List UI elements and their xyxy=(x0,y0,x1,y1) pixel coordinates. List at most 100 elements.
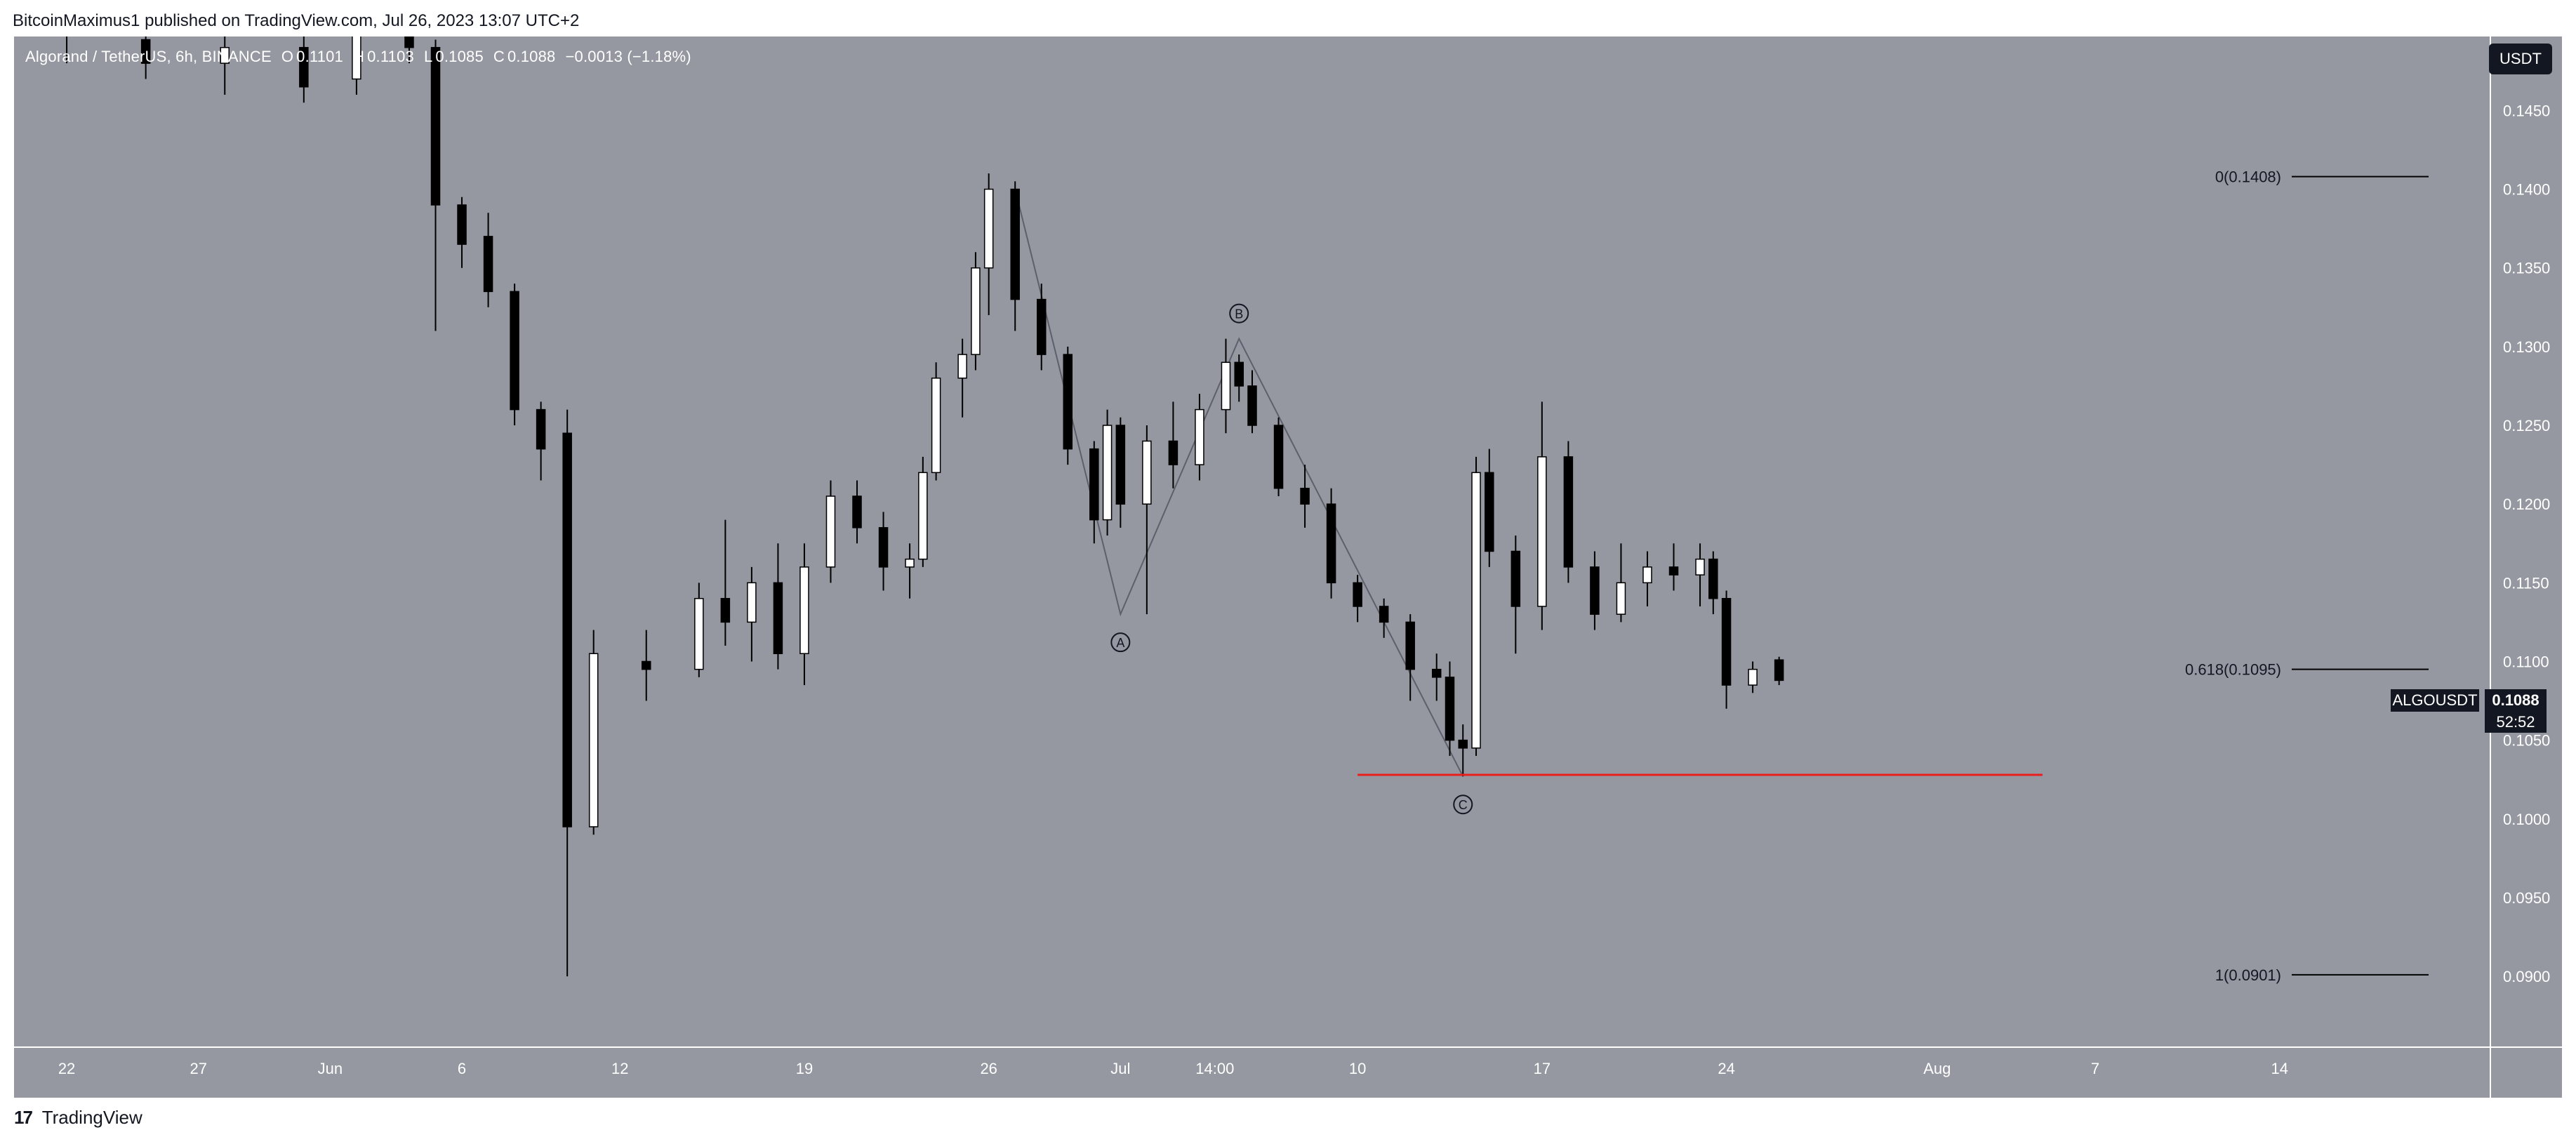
wave-label-text: A xyxy=(1116,636,1124,650)
chart-frame[interactable]: 0.1450 0.1400 0.1350 0.1300 0.1250 0.1200 0.11… xyxy=(14,36,2562,1098)
candle-body xyxy=(1195,408,1204,465)
candle xyxy=(588,630,599,835)
candle-body xyxy=(694,597,704,670)
candle xyxy=(1590,551,1600,630)
candle-body xyxy=(1273,425,1284,489)
candle-body xyxy=(1708,558,1718,599)
y-tick-label: 0.1200 xyxy=(2503,496,2550,513)
fib-level: 1(0.0901) xyxy=(2215,966,2429,984)
candle-body xyxy=(1063,354,1073,450)
wave-label-circle xyxy=(1229,303,1249,324)
candle xyxy=(1563,441,1574,583)
fib-label: 0(0.1408) xyxy=(2215,168,2281,186)
open-label: O xyxy=(281,48,294,65)
candle xyxy=(983,173,994,316)
x-tick-label: Aug xyxy=(1923,1060,1951,1077)
candle xyxy=(1511,536,1521,654)
candle-body xyxy=(747,582,757,623)
candle xyxy=(1668,543,1679,591)
candle xyxy=(536,401,546,481)
x-tick-label: 14:00 xyxy=(1195,1060,1234,1077)
candle xyxy=(510,284,519,426)
candle xyxy=(1115,417,1126,528)
y-tick-label: 0.0900 xyxy=(2503,968,2550,985)
price-tag-value: 0.1088 xyxy=(2485,689,2547,712)
symbol-name: Algorand / TetherUS, 6h, BINANCE xyxy=(25,48,272,65)
candle-body xyxy=(404,36,414,48)
x-tick-label: 6 xyxy=(458,1060,466,1077)
y-tick-label: 0.1400 xyxy=(2503,181,2550,199)
candle-body xyxy=(457,204,467,245)
candle-body xyxy=(1221,361,1231,411)
candle xyxy=(1379,598,1389,638)
tradingview-logo-icon[interactable]: 17 xyxy=(14,1107,33,1128)
candle xyxy=(1063,346,1073,465)
candle xyxy=(694,583,704,677)
candle xyxy=(1485,448,1494,567)
candle xyxy=(747,566,757,662)
candle xyxy=(1326,488,1336,599)
candle-body xyxy=(1642,566,1652,584)
high-value: 0.1103 xyxy=(367,48,414,65)
candle xyxy=(1405,614,1415,701)
candle-body xyxy=(971,267,981,355)
candle-body xyxy=(220,46,230,64)
fib-label: 1(0.0901) xyxy=(2215,966,2281,984)
wave-label-text: B xyxy=(1235,307,1243,321)
candle xyxy=(1616,543,1626,623)
candle xyxy=(1431,653,1442,701)
change-value: −0.0013 (−1.18%) xyxy=(565,48,691,65)
candle-body xyxy=(773,582,783,655)
x-tick-label: 12 xyxy=(611,1060,628,1077)
candle-body xyxy=(931,377,941,474)
candle xyxy=(1036,284,1047,371)
y-tick-label: 0.1150 xyxy=(2503,574,2549,592)
candle-body xyxy=(430,46,441,206)
close-value: 0.1088 xyxy=(507,48,556,65)
candle-body xyxy=(1142,440,1152,505)
candle-body xyxy=(510,291,519,411)
candle xyxy=(957,338,967,418)
tradingview-brand[interactable]: TradingView xyxy=(41,1107,142,1128)
candle-body xyxy=(140,39,151,64)
symbol-legend[interactable]: Algorand / TetherUS, 6h, BINANCE O 0.1101 H… xyxy=(25,48,691,66)
x-tick-label: 22 xyxy=(58,1060,75,1077)
x-tick-label: 24 xyxy=(1718,1060,1734,1077)
candle xyxy=(1458,724,1468,777)
candle-body xyxy=(1431,668,1442,678)
candle-body xyxy=(918,472,928,560)
candle xyxy=(1247,370,1257,434)
open-value: 0.1101 xyxy=(296,48,343,65)
candlestick-chart[interactable]: 0.1450 0.1400 0.1350 0.1300 0.1250 0.1200 0.11… xyxy=(14,36,2562,1098)
candle-body xyxy=(1748,668,1758,686)
candle-body xyxy=(1471,472,1481,749)
candle xyxy=(852,480,862,544)
candle xyxy=(1102,409,1113,536)
wave-label-text: C xyxy=(1459,798,1468,812)
candle xyxy=(140,36,151,79)
candle-body xyxy=(1511,550,1521,607)
candle-body xyxy=(1353,582,1362,607)
candle-body xyxy=(1445,677,1455,741)
candle xyxy=(1273,417,1284,496)
low-label: L xyxy=(423,48,433,65)
low-value: 0.1085 xyxy=(435,48,484,65)
publisher-caption: BitcoinMaximus1 published on TradingView… xyxy=(0,0,2576,36)
candle-body xyxy=(1010,188,1020,300)
footer-bar: 17 TradingView xyxy=(0,1098,2576,1137)
y-tick-label: 0.1100 xyxy=(2503,653,2549,670)
candle-body xyxy=(1326,503,1336,584)
x-tick-label: 17 xyxy=(1534,1060,1551,1077)
candle xyxy=(483,213,493,307)
candle-body xyxy=(878,527,889,568)
price-scale xyxy=(2490,36,2562,1098)
publisher-text: BitcoinMaximus1 published on TradingView… xyxy=(13,11,580,30)
candle xyxy=(720,519,731,646)
candle xyxy=(220,36,230,95)
candle-body xyxy=(642,660,651,670)
plot-background xyxy=(14,36,2490,1047)
candle-body xyxy=(1563,456,1574,568)
y-tick-label: 0.1000 xyxy=(2503,811,2550,828)
currency-badge[interactable]: USDT xyxy=(2489,44,2552,74)
candle-body xyxy=(1115,425,1126,505)
